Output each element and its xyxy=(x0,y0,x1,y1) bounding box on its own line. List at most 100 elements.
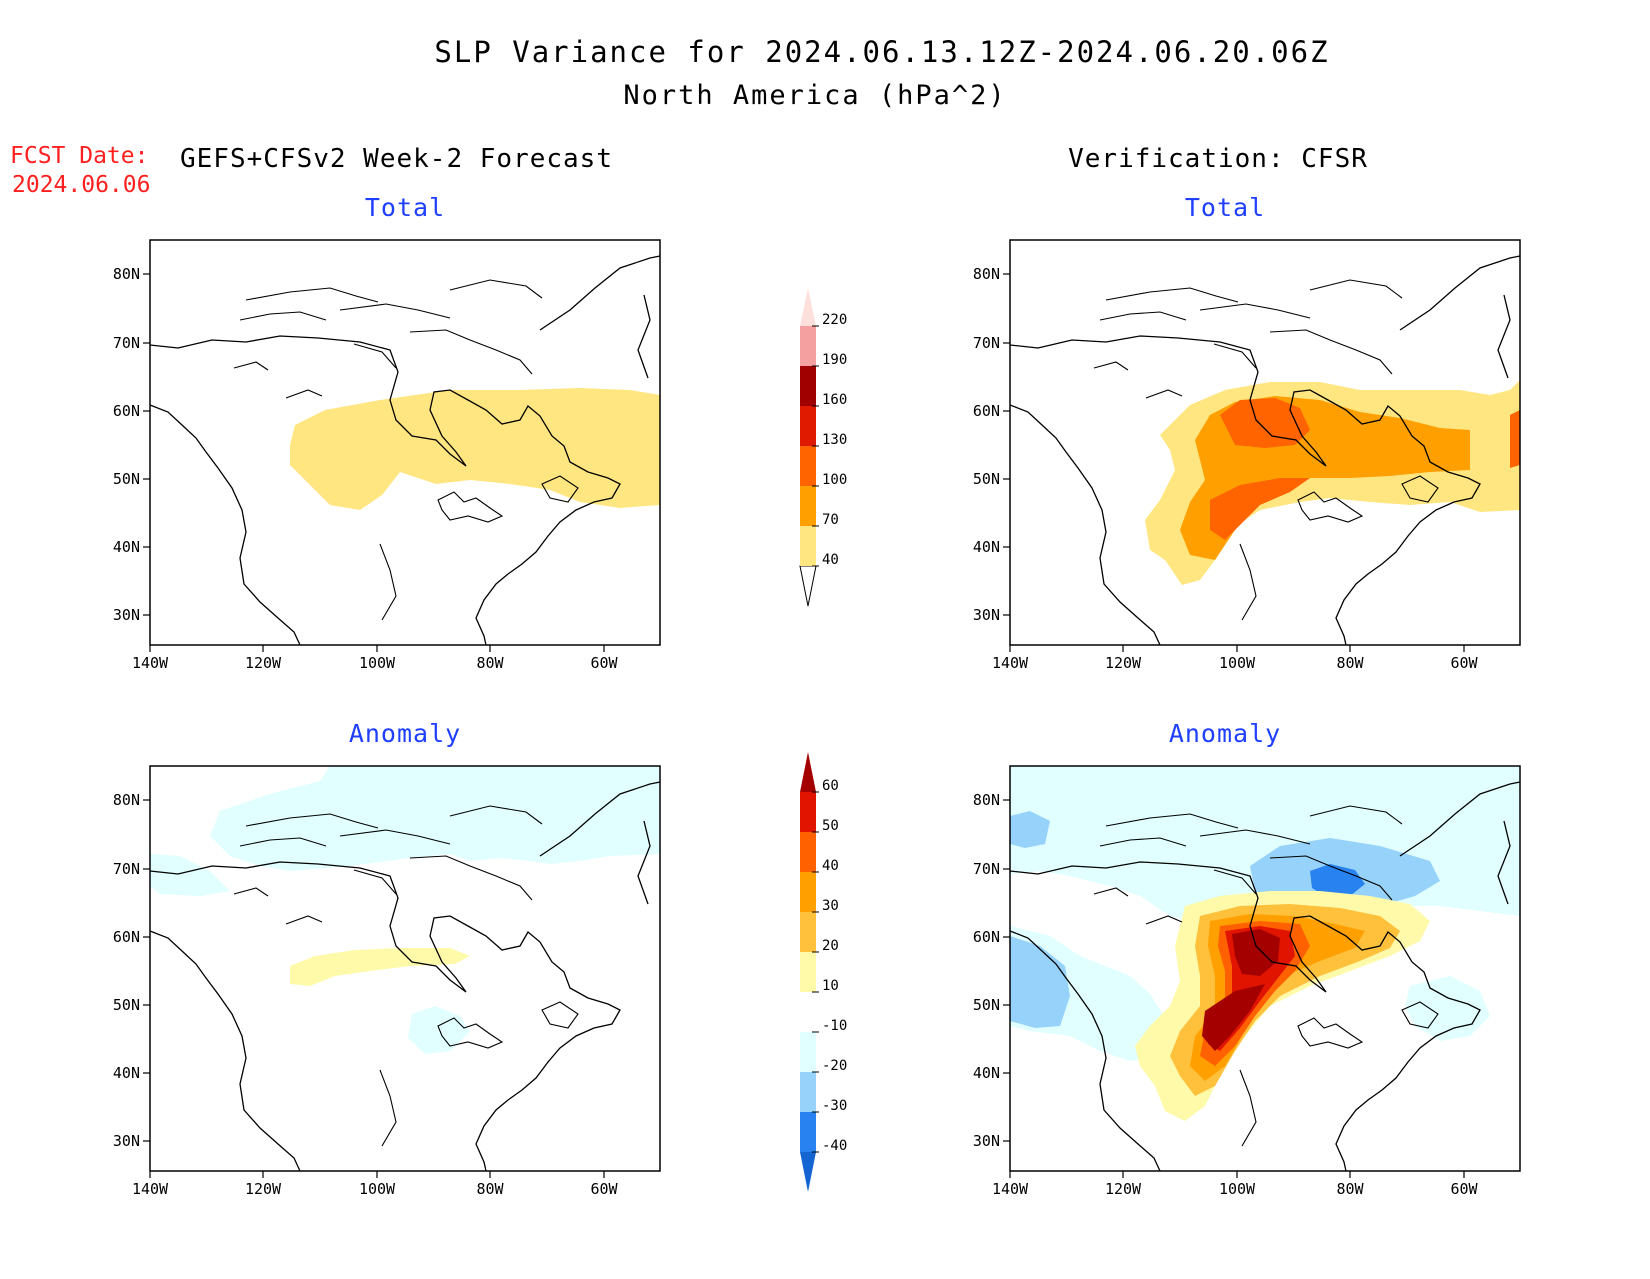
verification-total-contour-100-north xyxy=(1220,398,1310,448)
lon-tick-label: 140W xyxy=(992,1180,1029,1198)
lat-tick-label: 70N xyxy=(973,334,1000,352)
verification-anomaly-map xyxy=(1009,765,1521,1172)
total-colorbar-label: 190 xyxy=(822,352,847,368)
main-title: SLP Variance for 2024.06.13.12Z-2024.06.… xyxy=(434,35,1329,69)
verification-anomaly-title: Anomaly xyxy=(1169,719,1281,748)
lat-tick-label: 30N xyxy=(113,606,140,624)
anomaly-colorbar-box xyxy=(800,992,816,1032)
forecast-anomaly-positive-10 xyxy=(290,948,470,986)
anomaly-colorbar-box xyxy=(800,912,816,952)
anomaly-colorbar-label: -30 xyxy=(822,1098,847,1114)
anomaly-colorbar-label: 10 xyxy=(822,978,839,994)
total-colorbar-lower-arrow xyxy=(799,565,817,607)
forecast-total-contour-40 xyxy=(290,388,660,510)
lon-tick-label: 60W xyxy=(1450,654,1478,672)
total-colorbar-box xyxy=(800,326,816,366)
anomaly-colorbar-label: 40 xyxy=(822,858,839,874)
anomaly-colorbar-label: 60 xyxy=(822,778,839,794)
verification-anomaly-positive-60-north xyxy=(1232,929,1280,976)
anomaly-colorbar-box xyxy=(800,1072,816,1112)
lon-tick-label: 120W xyxy=(1105,654,1142,672)
lat-tick-label: 60N xyxy=(973,402,1000,420)
anomaly-colorbar-label: 20 xyxy=(822,938,839,954)
lat-tick-label: 30N xyxy=(113,1132,140,1150)
forecast-anomaly-negative-10-west xyxy=(150,854,230,896)
lat-tick-label: 40N xyxy=(973,538,1000,556)
total-colorbar-box xyxy=(800,446,816,486)
lon-tick-label: 140W xyxy=(992,654,1029,672)
lat-tick-label: 70N xyxy=(113,334,140,352)
anomaly-colorbar-label: -20 xyxy=(822,1058,847,1074)
lat-tick-label: 60N xyxy=(113,402,140,420)
anomaly-colorbar: -40 -30 -20 -10 10 20 30 40 50 60 xyxy=(800,752,847,1192)
lon-tick-label: 100W xyxy=(1219,654,1256,672)
main-subtitle: North America (hPa^2) xyxy=(623,80,1006,111)
total-colorbar-box xyxy=(800,486,816,526)
anomaly-colorbar-lower-arrow xyxy=(800,1152,816,1192)
lon-tick-label: 80W xyxy=(476,1180,504,1198)
lon-tick-label: 140W xyxy=(132,654,169,672)
lat-tick-label: 60N xyxy=(113,928,140,946)
total-colorbar-box xyxy=(800,366,816,406)
forecast-total-title: Total xyxy=(365,193,445,222)
verification-total-contour-100-south xyxy=(1210,478,1310,540)
total-colorbar-label: 130 xyxy=(822,432,847,448)
verification-anomaly-negative-30 xyxy=(1310,864,1365,898)
lon-tick-label: 80W xyxy=(1336,1180,1364,1198)
lat-tick-label: 80N xyxy=(973,265,1000,283)
lat-tick-label: 80N xyxy=(113,791,140,809)
anomaly-colorbar-box xyxy=(800,872,816,912)
forecast-anomaly-map xyxy=(149,765,661,1172)
verification-anomaly-negative-20-nw xyxy=(1010,811,1050,848)
lat-tick-label: 70N xyxy=(113,860,140,878)
verification-total-map xyxy=(1009,239,1521,646)
lat-tick-label: 70N xyxy=(973,860,1000,878)
fcst-label: FCST Date: xyxy=(10,143,148,169)
total-colorbar-label: 40 xyxy=(822,552,839,568)
lon-tick-label: 80W xyxy=(476,654,504,672)
lat-tick-label: 50N xyxy=(973,996,1000,1014)
fcst-date: 2024.06.06 xyxy=(12,172,150,198)
lon-tick-label: 120W xyxy=(245,654,282,672)
lat-tick-label: 50N xyxy=(113,996,140,1014)
anomaly-colorbar-label: -10 xyxy=(822,1018,847,1034)
lon-tick-label: 120W xyxy=(1105,1180,1142,1198)
forecast-total-map xyxy=(149,239,661,646)
forecast-anomaly-negative-10 xyxy=(150,766,660,871)
lon-tick-label: 60W xyxy=(1450,1180,1478,1198)
verification-anomaly-positive-60-south xyxy=(1202,984,1265,1051)
total-colorbar-label: 160 xyxy=(822,392,847,408)
anomaly-colorbar-box xyxy=(800,1032,816,1072)
total-colorbar-upper-arrow xyxy=(800,288,816,326)
total-colorbar-label: 70 xyxy=(822,512,839,528)
lon-tick-label: 80W xyxy=(1336,654,1364,672)
total-colorbar: 40 70 100 130 160 190 220 xyxy=(799,288,847,607)
lat-tick-label: 40N xyxy=(113,538,140,556)
forecast-anomaly-title: Anomaly xyxy=(349,719,461,748)
lat-tick-label: 40N xyxy=(113,1064,140,1082)
lon-tick-label: 120W xyxy=(245,1180,282,1198)
map-axes: 80N 70N 60N 50N 40N 30N 140W 120W 100W 80W 60W 80N 7… xyxy=(113,265,1479,1198)
forecast-column-title: GEFS+CFSv2 Week-2 Forecast xyxy=(180,144,613,174)
lat-tick-label: 80N xyxy=(973,791,1000,809)
anomaly-colorbar-box xyxy=(800,1112,816,1152)
total-colorbar-label: 100 xyxy=(822,472,847,488)
lon-tick-label: 100W xyxy=(359,654,396,672)
lat-tick-label: 30N xyxy=(973,606,1000,624)
anomaly-colorbar-box xyxy=(800,792,816,832)
lat-tick-label: 80N xyxy=(113,265,140,283)
total-colorbar-label: 220 xyxy=(822,312,847,328)
lon-tick-label: 100W xyxy=(359,1180,396,1198)
anomaly-colorbar-label: 30 xyxy=(822,898,839,914)
lat-tick-label: 50N xyxy=(973,470,1000,488)
lat-tick-label: 30N xyxy=(973,1132,1000,1150)
anomaly-colorbar-label: -40 xyxy=(822,1138,847,1154)
lon-tick-label: 60W xyxy=(590,654,618,672)
verification-total-title: Total xyxy=(1185,193,1265,222)
anomaly-colorbar-upper-arrow xyxy=(800,752,816,792)
verification-total-contour-100-east xyxy=(1510,410,1520,468)
lon-tick-label: 140W xyxy=(132,1180,169,1198)
lat-tick-label: 40N xyxy=(973,1064,1000,1082)
lat-tick-label: 50N xyxy=(113,470,140,488)
lon-tick-label: 60W xyxy=(590,1180,618,1198)
